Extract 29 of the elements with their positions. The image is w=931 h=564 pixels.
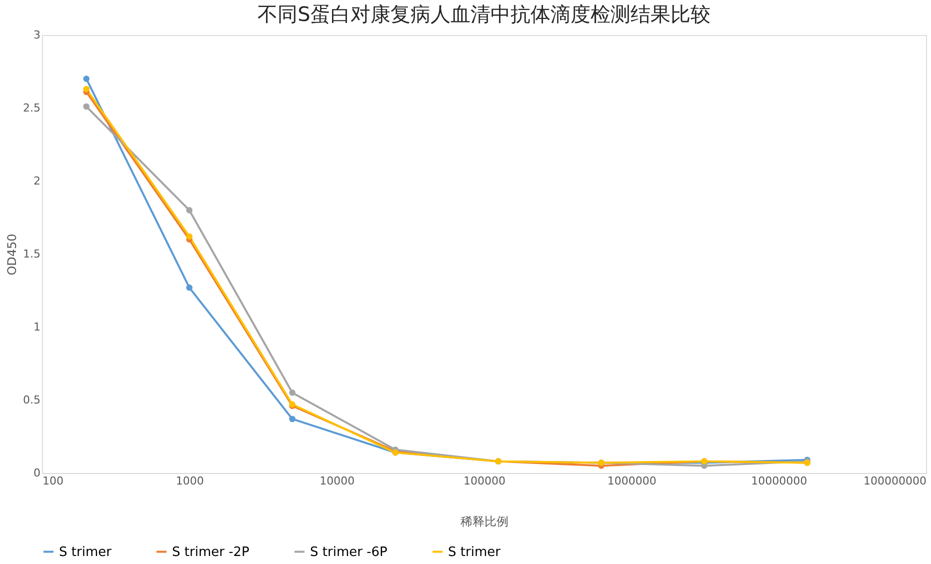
y-tick-label: 2.5 (23, 102, 40, 114)
y-tick-label: 2 (34, 174, 40, 188)
point (186, 284, 192, 291)
point (289, 416, 296, 422)
point (186, 207, 192, 214)
x-tick-label: 100 (42, 474, 64, 488)
x-tick-label: 100000 (464, 474, 506, 488)
y-tick-label: 1.5 (23, 248, 40, 260)
point (83, 103, 90, 110)
point (289, 390, 296, 396)
y-tick-label: 0 (34, 466, 40, 480)
x-tick-label: 10000 (320, 474, 355, 488)
y-tick-label: 0.5 (23, 394, 40, 406)
point (83, 86, 90, 92)
x-tick-label: 1000000 (607, 474, 656, 488)
point (186, 233, 192, 240)
legend-label: S trimer -6P (310, 544, 388, 560)
y-axis-title: OD450 (5, 234, 20, 276)
legend-label: S trimer -2P (172, 544, 250, 560)
y-tick-label: 3 (34, 28, 40, 42)
x-tick-label: 10000000 (751, 474, 808, 488)
point (83, 76, 90, 82)
y-tick-label: 1 (34, 320, 40, 334)
legend-label: S trimer (448, 544, 502, 560)
legend-label: S trimer (59, 544, 112, 560)
x-axis-title: 稀释比例 (460, 514, 508, 528)
x-tick-label: 1000 (176, 474, 204, 488)
x-tick-label: 100000000 (864, 474, 926, 488)
chart-title: 不同S蛋白对康复病人血清中抗体滴度检测结果比较 (258, 2, 710, 26)
